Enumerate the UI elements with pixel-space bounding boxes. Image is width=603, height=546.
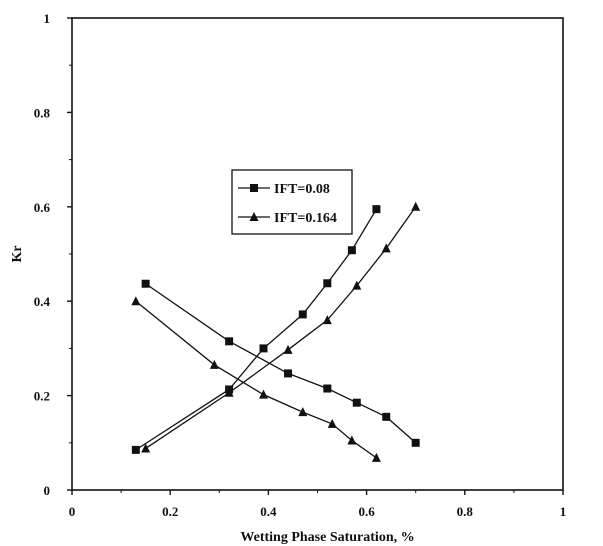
plot-frame [71, 17, 564, 491]
series-ift-0-164 [131, 201, 421, 462]
x-tick-label: 0.6 [358, 504, 375, 519]
y-tick-label: 0.6 [34, 200, 51, 215]
triangle-marker [224, 387, 234, 397]
series-ift-0-08 [131, 205, 420, 454]
square-marker [382, 412, 391, 421]
triangle-marker [322, 315, 332, 325]
square-marker [411, 438, 420, 447]
x-axis-label: Wetting Phase Saturation, % [240, 530, 414, 545]
square-marker [250, 184, 258, 192]
legend-box [231, 169, 353, 235]
triangle-marker [209, 359, 219, 369]
triangle-marker [258, 389, 268, 399]
legend-label: IFT=0.08 [274, 182, 330, 197]
series-group [131, 201, 421, 462]
triangle-marker [352, 280, 362, 290]
legend-item: IFT=0.08 [238, 182, 330, 197]
y-tick-label: 0.2 [34, 389, 50, 404]
triangle-marker [249, 212, 259, 221]
triangle-marker [141, 443, 151, 453]
square-marker [141, 279, 150, 288]
triangle-marker [381, 243, 391, 253]
square-marker [259, 344, 268, 353]
square-marker [372, 205, 381, 214]
triangle-marker [131, 296, 141, 306]
y-tick-label: 0 [44, 483, 51, 498]
x-tick-label: 0.4 [260, 504, 277, 519]
series-line [145, 283, 417, 444]
x-tick-label: 1 [560, 504, 567, 519]
series-line [135, 208, 377, 451]
triangle-marker [347, 435, 357, 445]
x-tick-label: 0 [69, 504, 76, 519]
y-tick-label: 0.4 [34, 294, 51, 309]
x-tick-label: 0.2 [162, 504, 178, 519]
square-marker [352, 398, 361, 407]
y-axis-label: Kr [10, 245, 25, 262]
axes: 0 0.2 0.4 0.6 0.8 1 0 0.2 0.4 0.6 0.8 1 Wetting Phas… [10, 11, 566, 545]
square-marker [323, 384, 332, 393]
x-tick-label: 0.8 [457, 504, 474, 519]
legend-item: IFT=0.164 [238, 211, 337, 226]
square-marker [323, 279, 332, 288]
square-marker [284, 369, 293, 378]
series-line [135, 300, 377, 459]
y-tick-label: 1 [44, 11, 51, 26]
legend: IFT=0.08 IFT=0.164 [231, 169, 353, 235]
triangle-marker [371, 452, 381, 462]
triangle-marker [283, 344, 293, 354]
triangle-marker [298, 407, 308, 417]
square-marker [131, 445, 140, 454]
square-marker [225, 337, 234, 346]
square-marker [298, 310, 307, 319]
legend-label: IFT=0.164 [274, 211, 337, 226]
triangle-marker [327, 418, 337, 428]
triangle-marker [411, 201, 421, 211]
square-marker [347, 246, 356, 255]
y-tick-label: 0.8 [34, 105, 51, 120]
